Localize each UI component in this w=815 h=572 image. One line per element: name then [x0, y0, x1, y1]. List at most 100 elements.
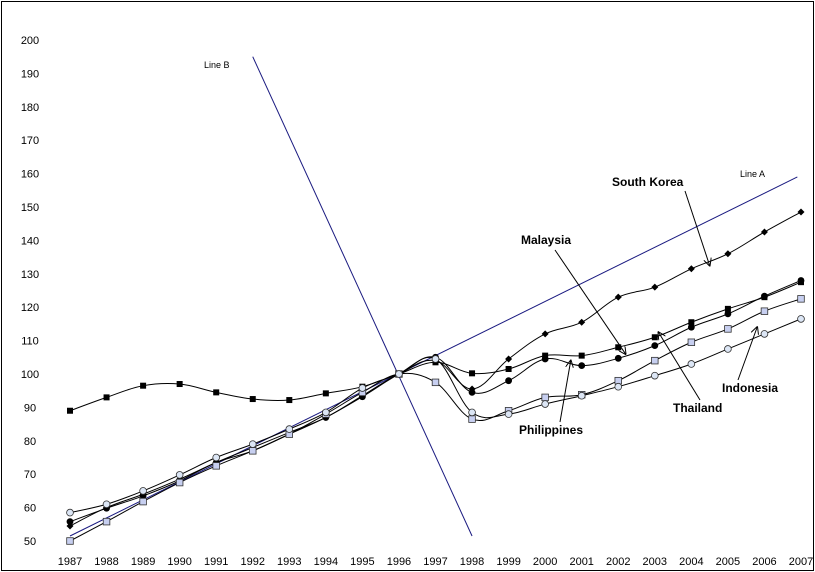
x-tick-label: 2003 — [643, 556, 667, 568]
data-point — [578, 318, 586, 326]
annotation-label: Malaysia — [521, 233, 571, 247]
data-point — [140, 382, 147, 389]
annotation-label: Line B — [204, 60, 230, 70]
x-tick-label: 1989 — [131, 556, 155, 568]
data-point — [651, 342, 659, 350]
data-point — [66, 518, 74, 526]
x-tick-label: 2002 — [606, 556, 630, 568]
data-point — [797, 295, 805, 303]
data-point — [139, 497, 147, 506]
y-tick-label: 120 — [21, 302, 39, 314]
y-tick-label: 100 — [21, 369, 39, 381]
data-point — [431, 378, 440, 387]
y-tick-label: 130 — [21, 269, 39, 281]
series-layer — [66, 208, 805, 545]
data-point — [103, 394, 110, 401]
data-point — [724, 250, 732, 258]
x-tick-label: 2000 — [533, 556, 557, 568]
data-point — [468, 415, 476, 423]
data-point — [724, 305, 731, 312]
data-point — [175, 478, 184, 487]
data-point — [541, 393, 549, 402]
annotation-label: Thailand — [673, 401, 722, 415]
series-5 — [66, 315, 805, 517]
annotation-label: Philippines — [519, 423, 583, 437]
data-point — [102, 517, 111, 526]
data-point — [249, 447, 257, 455]
data-point — [578, 362, 586, 370]
data-point — [797, 315, 805, 323]
x-tick-label: 1999 — [496, 556, 520, 568]
y-tick-label: 150 — [21, 202, 39, 214]
x-tick-label: 2004 — [679, 556, 703, 568]
data-point — [505, 377, 512, 385]
x-tick-label: 1996 — [387, 556, 411, 568]
data-point — [541, 355, 549, 363]
data-point — [285, 425, 294, 433]
x-tick-label: 1994 — [314, 556, 338, 568]
data-point — [322, 408, 330, 417]
data-point — [66, 537, 74, 545]
x-tick-label: 1990 — [167, 556, 191, 568]
data-point — [212, 462, 220, 470]
y-tick-label: 70 — [24, 469, 36, 481]
data-point — [66, 508, 74, 517]
data-point — [212, 453, 221, 462]
data-point — [614, 293, 622, 301]
data-point — [724, 345, 732, 353]
x-tick-label: 2006 — [752, 556, 776, 568]
data-point — [395, 370, 403, 378]
data-point — [760, 307, 769, 315]
data-point — [614, 354, 622, 362]
data-point — [431, 355, 440, 363]
y-axis: 50 60 70 80 90 100 110 120 130 140 150 160 170 180 190… — [21, 35, 39, 548]
annotation-label: South Korea — [612, 175, 684, 189]
reference-line — [252, 56, 473, 537]
x-tick-label: 1998 — [460, 556, 484, 568]
x-tick-label: 1992 — [241, 556, 265, 568]
y-tick-label: 90 — [24, 402, 36, 414]
y-tick-label: 200 — [21, 35, 39, 47]
y-tick-label: 60 — [24, 503, 36, 515]
data-point — [797, 277, 805, 284]
y-tick-label: 80 — [24, 436, 36, 448]
data-point — [139, 487, 147, 495]
annotation-arrow — [684, 190, 710, 265]
annotation-label: Indonesia — [722, 381, 778, 395]
data-point — [358, 384, 367, 392]
data-point — [724, 310, 732, 318]
data-point — [249, 396, 256, 403]
data-point — [687, 360, 696, 368]
x-tick-label: 1995 — [350, 556, 374, 568]
data-point — [176, 381, 183, 388]
x-tick-label: 1987 — [58, 556, 82, 568]
data-point — [578, 352, 585, 359]
data-point — [688, 319, 695, 326]
data-point — [687, 265, 695, 273]
data-point — [67, 407, 73, 414]
data-point — [175, 471, 184, 479]
x-tick-label: 1991 — [204, 556, 228, 568]
data-point — [577, 391, 586, 400]
x-tick-label: 2001 — [569, 556, 593, 568]
data-point — [687, 323, 695, 331]
x-tick-label: 1988 — [94, 556, 118, 568]
y-tick-label: 190 — [21, 68, 39, 80]
data-point — [322, 390, 329, 397]
data-point — [651, 356, 659, 365]
data-point — [687, 338, 696, 346]
data-point — [651, 283, 659, 291]
data-point — [468, 408, 476, 417]
data-point — [248, 440, 257, 448]
y-tick-label: 180 — [21, 102, 39, 114]
y-tick-label: 160 — [21, 169, 39, 181]
data-point — [541, 330, 549, 338]
data-point — [286, 397, 293, 404]
data-point — [651, 334, 658, 341]
annotation-arrow — [554, 249, 626, 354]
annotation-arrow — [559, 361, 571, 423]
data-point — [615, 344, 622, 351]
data-point — [102, 500, 111, 509]
data-point — [541, 400, 549, 408]
